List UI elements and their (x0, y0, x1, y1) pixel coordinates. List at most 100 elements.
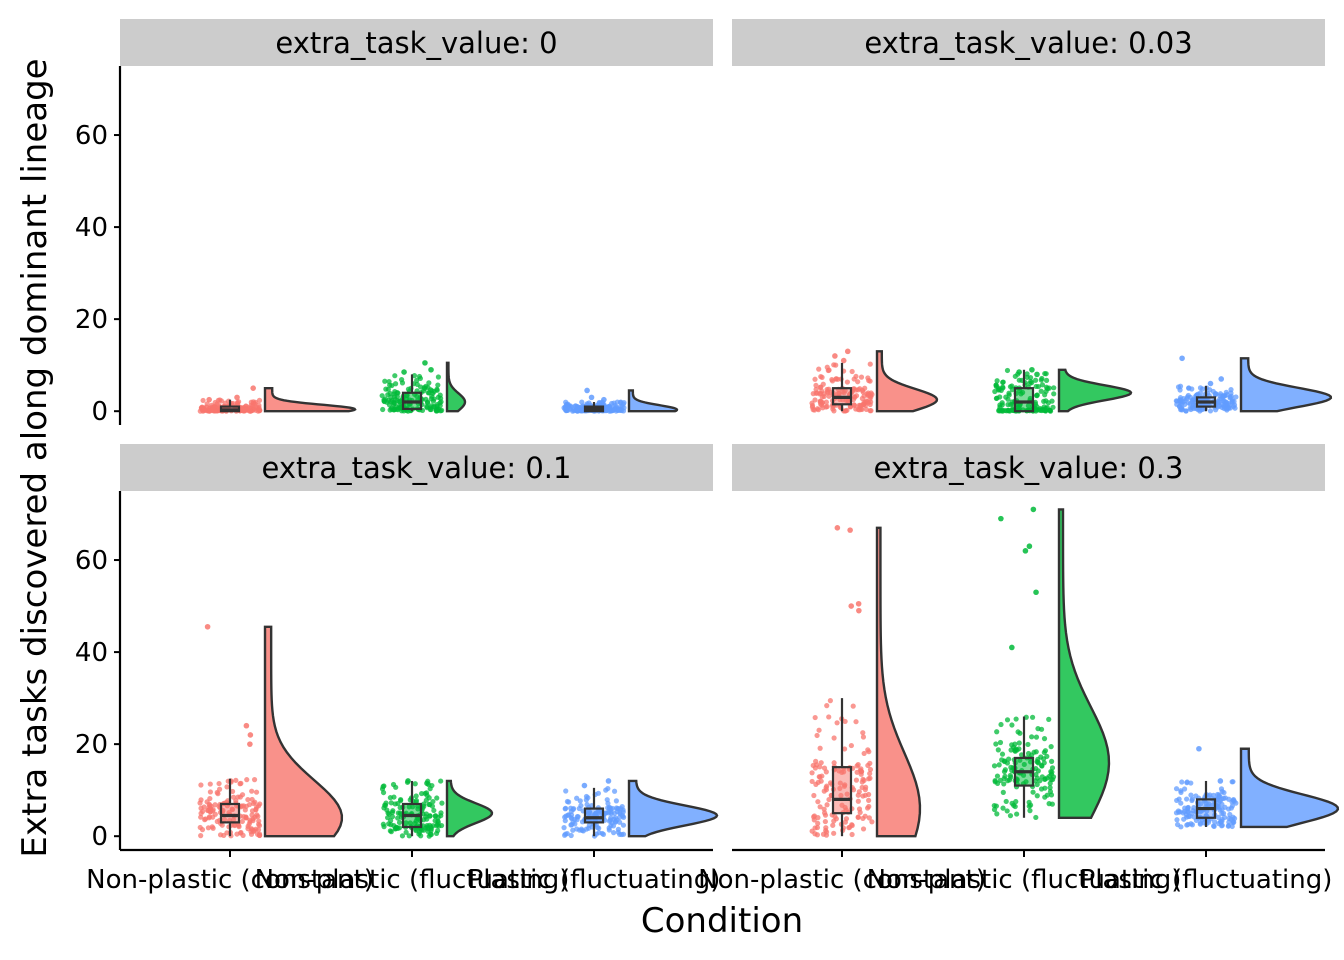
data-point (1035, 383, 1042, 390)
data-point (818, 760, 824, 766)
data-point (390, 781, 397, 788)
outlier-point (243, 722, 250, 729)
data-point (853, 393, 860, 399)
outlier-point (401, 369, 407, 375)
group-plastic-fluctuating- (561, 778, 719, 839)
data-point (428, 827, 434, 834)
outlier-point (1026, 543, 1033, 550)
group-non-plastic-fluctuating- (379, 360, 467, 414)
density-violin (263, 386, 357, 413)
data-point (1042, 748, 1049, 754)
data-point (1025, 750, 1032, 757)
data-point (814, 824, 821, 831)
data-point (1039, 382, 1046, 388)
data-point (406, 833, 412, 839)
data-point (1184, 822, 1190, 828)
data-point (817, 745, 823, 751)
data-point (1049, 765, 1056, 771)
data-point (1029, 714, 1036, 720)
data-point (564, 798, 571, 805)
facet-strip-label: extra_task_value: 0.03 (864, 26, 1192, 60)
data-point (867, 378, 873, 384)
data-point (576, 406, 583, 412)
data-point (1005, 401, 1011, 408)
group-non-plastic-fluctuating- (991, 506, 1111, 821)
data-point (1004, 367, 1011, 374)
data-point (387, 382, 393, 388)
data-point (251, 777, 258, 783)
data-point (612, 402, 618, 409)
data-point (233, 777, 239, 783)
data-point (812, 714, 818, 721)
facet-panel: extra_task_value: 0.3 Non-plastic (consta… (698, 444, 1340, 895)
data-point (1048, 758, 1055, 764)
x-axis-title: Condition (641, 901, 803, 941)
data-point (831, 735, 837, 741)
data-point (198, 814, 204, 820)
data-point (994, 729, 1000, 735)
data-point (1037, 778, 1043, 784)
data-point (850, 787, 857, 793)
data-point (388, 800, 394, 806)
data-point (848, 742, 854, 749)
outlier-point (1030, 506, 1037, 513)
data-point (562, 818, 568, 824)
data-point (208, 803, 214, 809)
data-point (568, 832, 574, 839)
x-tick-label: Non-plastic (fluctuating) (255, 865, 570, 895)
data-point (830, 822, 836, 828)
outlier-point (422, 360, 428, 366)
data-point (826, 796, 832, 803)
data-point (434, 795, 440, 801)
data-point (826, 367, 832, 373)
data-point (216, 780, 222, 787)
data-point (568, 805, 574, 811)
data-point (1007, 813, 1014, 819)
x-tick-label: Plastic (fluctuating) (1080, 865, 1333, 895)
data-point (609, 820, 615, 826)
y-tick-label: 40 (75, 638, 108, 668)
data-point (813, 382, 819, 389)
data-point (1004, 808, 1010, 814)
data-point (1191, 814, 1197, 820)
data-point (1016, 740, 1022, 746)
data-point (613, 408, 619, 414)
data-point (1186, 385, 1192, 391)
y-tick-label: 20 (75, 305, 108, 335)
data-point (204, 401, 210, 407)
data-point (422, 790, 428, 797)
data-point (248, 408, 254, 414)
y-axis-title: Extra tasks discovered along dominant li… (15, 58, 55, 857)
data-point (252, 799, 258, 805)
data-point (1035, 759, 1041, 765)
data-point (198, 833, 204, 839)
data-point (857, 386, 863, 392)
data-point (204, 799, 210, 805)
data-point (1218, 786, 1225, 792)
data-point (809, 770, 815, 776)
data-point (427, 813, 433, 819)
data-point (615, 826, 621, 832)
outlier-point (832, 353, 838, 359)
data-point (256, 818, 262, 824)
data-point (995, 385, 1002, 391)
data-point (242, 807, 248, 813)
data-point (1013, 716, 1019, 722)
data-point (421, 827, 427, 833)
density-violin (627, 389, 679, 413)
data-point (1207, 408, 1214, 414)
data-point (824, 703, 830, 709)
data-point (396, 819, 403, 826)
data-point (831, 830, 837, 836)
data-point (565, 407, 571, 414)
outlier-point (204, 623, 211, 630)
data-point (812, 376, 818, 382)
data-point (849, 831, 855, 838)
box-iqr (219, 802, 241, 824)
data-point (1218, 796, 1224, 802)
data-point (1199, 386, 1206, 392)
data-point (997, 777, 1003, 783)
data-point (414, 381, 420, 388)
group-non-plastic-constant- (809, 525, 922, 838)
data-point (869, 819, 875, 825)
